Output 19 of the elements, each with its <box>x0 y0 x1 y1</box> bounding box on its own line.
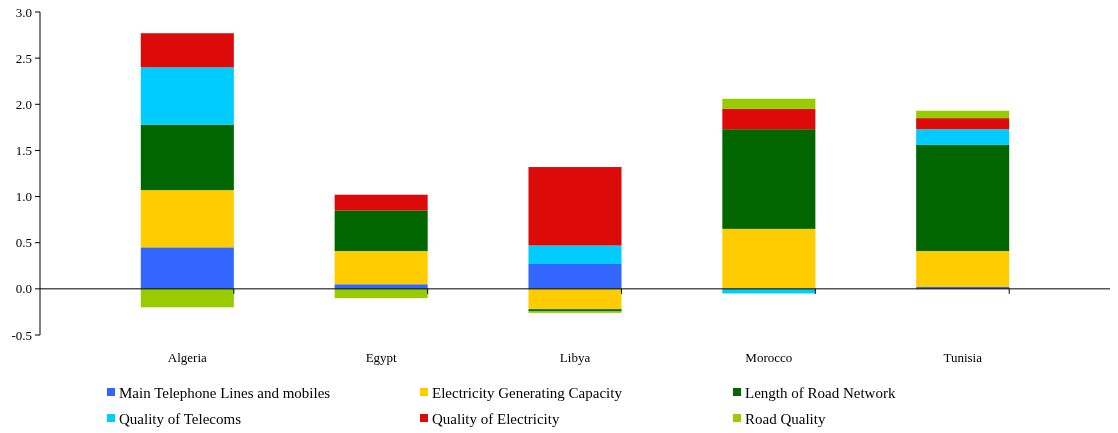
y-tick-label: 2.0 <box>15 96 32 112</box>
y-tick-label: 3.0 <box>15 4 32 20</box>
legend-label: Road Quality <box>745 411 826 428</box>
x-tick-label: Morocco <box>745 350 793 365</box>
legend-label: Electricity Generating Capacity <box>432 385 623 402</box>
y-tick-label: -0.5 <box>11 327 32 343</box>
y-tick-label: 1.0 <box>15 189 32 205</box>
x-tick-label: Tunisia <box>943 350 983 365</box>
x-tick-label: Algeria <box>167 350 208 365</box>
y-tick-label: 1.5 <box>15 142 32 158</box>
y-tick-label: 0.5 <box>15 235 32 251</box>
x-tick-label: Libya <box>559 350 591 365</box>
y-tick-label: 2.5 <box>15 50 32 66</box>
legend-label: Quality of Telecoms <box>119 411 242 428</box>
legend-label: Main Telephone Lines and mobiles <box>119 385 331 402</box>
legend-label: Quality of Electricity <box>432 411 560 428</box>
legend-label: Length of Road Network <box>745 385 896 402</box>
y-tick-label: 0.0 <box>15 281 32 297</box>
x-tick-label: Egypt <box>365 350 398 365</box>
